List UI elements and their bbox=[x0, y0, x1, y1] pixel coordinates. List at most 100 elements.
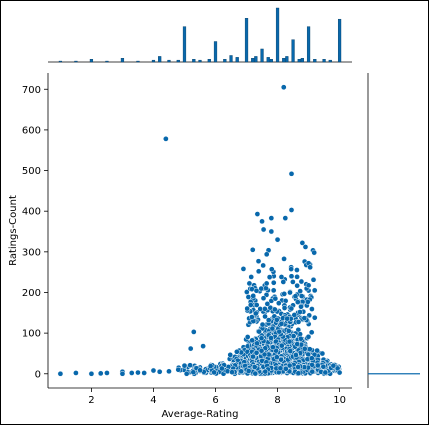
data-point bbox=[260, 262, 267, 269]
marginal-x-bar bbox=[269, 59, 273, 63]
data-point bbox=[251, 364, 258, 370]
data-point bbox=[190, 329, 197, 335]
y-tick-label: 700 bbox=[22, 85, 41, 96]
data-point bbox=[330, 362, 337, 369]
y-tick-label: 0 bbox=[35, 369, 41, 380]
data-point bbox=[281, 305, 288, 311]
data-point bbox=[295, 370, 302, 377]
data-point bbox=[265, 317, 272, 323]
data-point bbox=[268, 215, 275, 221]
data-point bbox=[275, 300, 282, 306]
data-point bbox=[163, 135, 169, 142]
data-point bbox=[249, 314, 255, 320]
data-point bbox=[305, 282, 312, 289]
marginal-x-bar bbox=[251, 58, 255, 63]
data-point bbox=[288, 305, 295, 312]
data-point bbox=[245, 294, 252, 300]
marginal-x-bar bbox=[192, 59, 196, 63]
data-point bbox=[245, 368, 252, 374]
data-point bbox=[297, 309, 303, 315]
data-point bbox=[244, 305, 251, 312]
data-point bbox=[287, 348, 294, 354]
marginal-x-bar bbox=[285, 56, 289, 63]
data-point bbox=[258, 347, 265, 354]
data-point bbox=[291, 312, 298, 318]
data-point bbox=[175, 366, 182, 373]
data-point bbox=[258, 285, 265, 292]
data-point bbox=[282, 215, 289, 221]
data-point bbox=[319, 350, 326, 357]
data-point bbox=[268, 335, 274, 341]
data-point bbox=[308, 355, 315, 362]
scatter-points bbox=[57, 84, 343, 377]
data-point bbox=[284, 315, 291, 322]
y-tick-label: 200 bbox=[22, 288, 41, 299]
data-point bbox=[280, 84, 287, 91]
data-point bbox=[197, 367, 203, 374]
data-point bbox=[261, 351, 268, 358]
marginal-x-bar bbox=[176, 59, 180, 63]
data-point bbox=[200, 343, 206, 349]
data-point bbox=[262, 368, 269, 375]
data-point bbox=[286, 362, 293, 369]
data-point bbox=[207, 363, 214, 369]
y-tick-label: 300 bbox=[22, 247, 41, 258]
x-tick-label: 10 bbox=[333, 395, 346, 406]
data-point bbox=[253, 287, 260, 294]
data-point bbox=[288, 273, 295, 280]
marginal-x-bar bbox=[337, 18, 342, 63]
data-point bbox=[262, 306, 268, 312]
data-point bbox=[298, 293, 305, 299]
marginal-x-bar bbox=[300, 58, 304, 63]
data-point bbox=[298, 303, 304, 310]
data-point bbox=[272, 295, 279, 302]
marginal-x-bar bbox=[198, 59, 202, 63]
marginal-x-bar bbox=[136, 60, 140, 63]
marginal-y-bar bbox=[368, 373, 420, 375]
x-tick-label: 8 bbox=[274, 395, 280, 406]
data-point bbox=[252, 370, 259, 377]
data-point bbox=[156, 368, 163, 375]
data-point bbox=[274, 236, 281, 243]
y-tick-label: 600 bbox=[22, 125, 41, 136]
data-point bbox=[288, 266, 294, 272]
data-point bbox=[259, 321, 266, 328]
marginal-x-bar bbox=[58, 60, 63, 63]
data-point bbox=[304, 299, 311, 305]
data-point bbox=[135, 369, 141, 376]
data-point bbox=[290, 279, 296, 285]
marginal-x-bar bbox=[151, 59, 156, 63]
data-point bbox=[264, 301, 271, 307]
data-point bbox=[240, 266, 247, 272]
data-point bbox=[255, 268, 262, 275]
data-point bbox=[256, 328, 262, 335]
data-point bbox=[314, 362, 321, 369]
data-point bbox=[292, 293, 299, 300]
data-point bbox=[270, 287, 277, 294]
data-point bbox=[243, 289, 250, 295]
data-point bbox=[270, 279, 277, 286]
x-tick-label: 6 bbox=[212, 395, 218, 406]
data-point bbox=[268, 228, 275, 235]
data-point bbox=[270, 344, 276, 351]
data-point bbox=[282, 365, 289, 372]
data-point bbox=[310, 276, 317, 283]
x-tick-label: 4 bbox=[150, 395, 156, 406]
data-point bbox=[305, 333, 312, 340]
data-point bbox=[288, 170, 295, 177]
marginal-x-bar bbox=[158, 56, 162, 63]
data-point bbox=[166, 368, 172, 375]
data-point bbox=[294, 341, 301, 347]
data-point bbox=[287, 289, 293, 296]
data-point bbox=[246, 280, 253, 287]
data-point bbox=[73, 370, 79, 376]
data-point bbox=[255, 258, 262, 265]
data-point bbox=[309, 306, 315, 312]
data-point bbox=[244, 334, 251, 340]
marginal-x-bar bbox=[282, 58, 286, 63]
data-point bbox=[253, 302, 260, 308]
data-point bbox=[301, 345, 308, 352]
marginal-x-bar bbox=[260, 48, 264, 63]
data-point bbox=[190, 369, 197, 376]
